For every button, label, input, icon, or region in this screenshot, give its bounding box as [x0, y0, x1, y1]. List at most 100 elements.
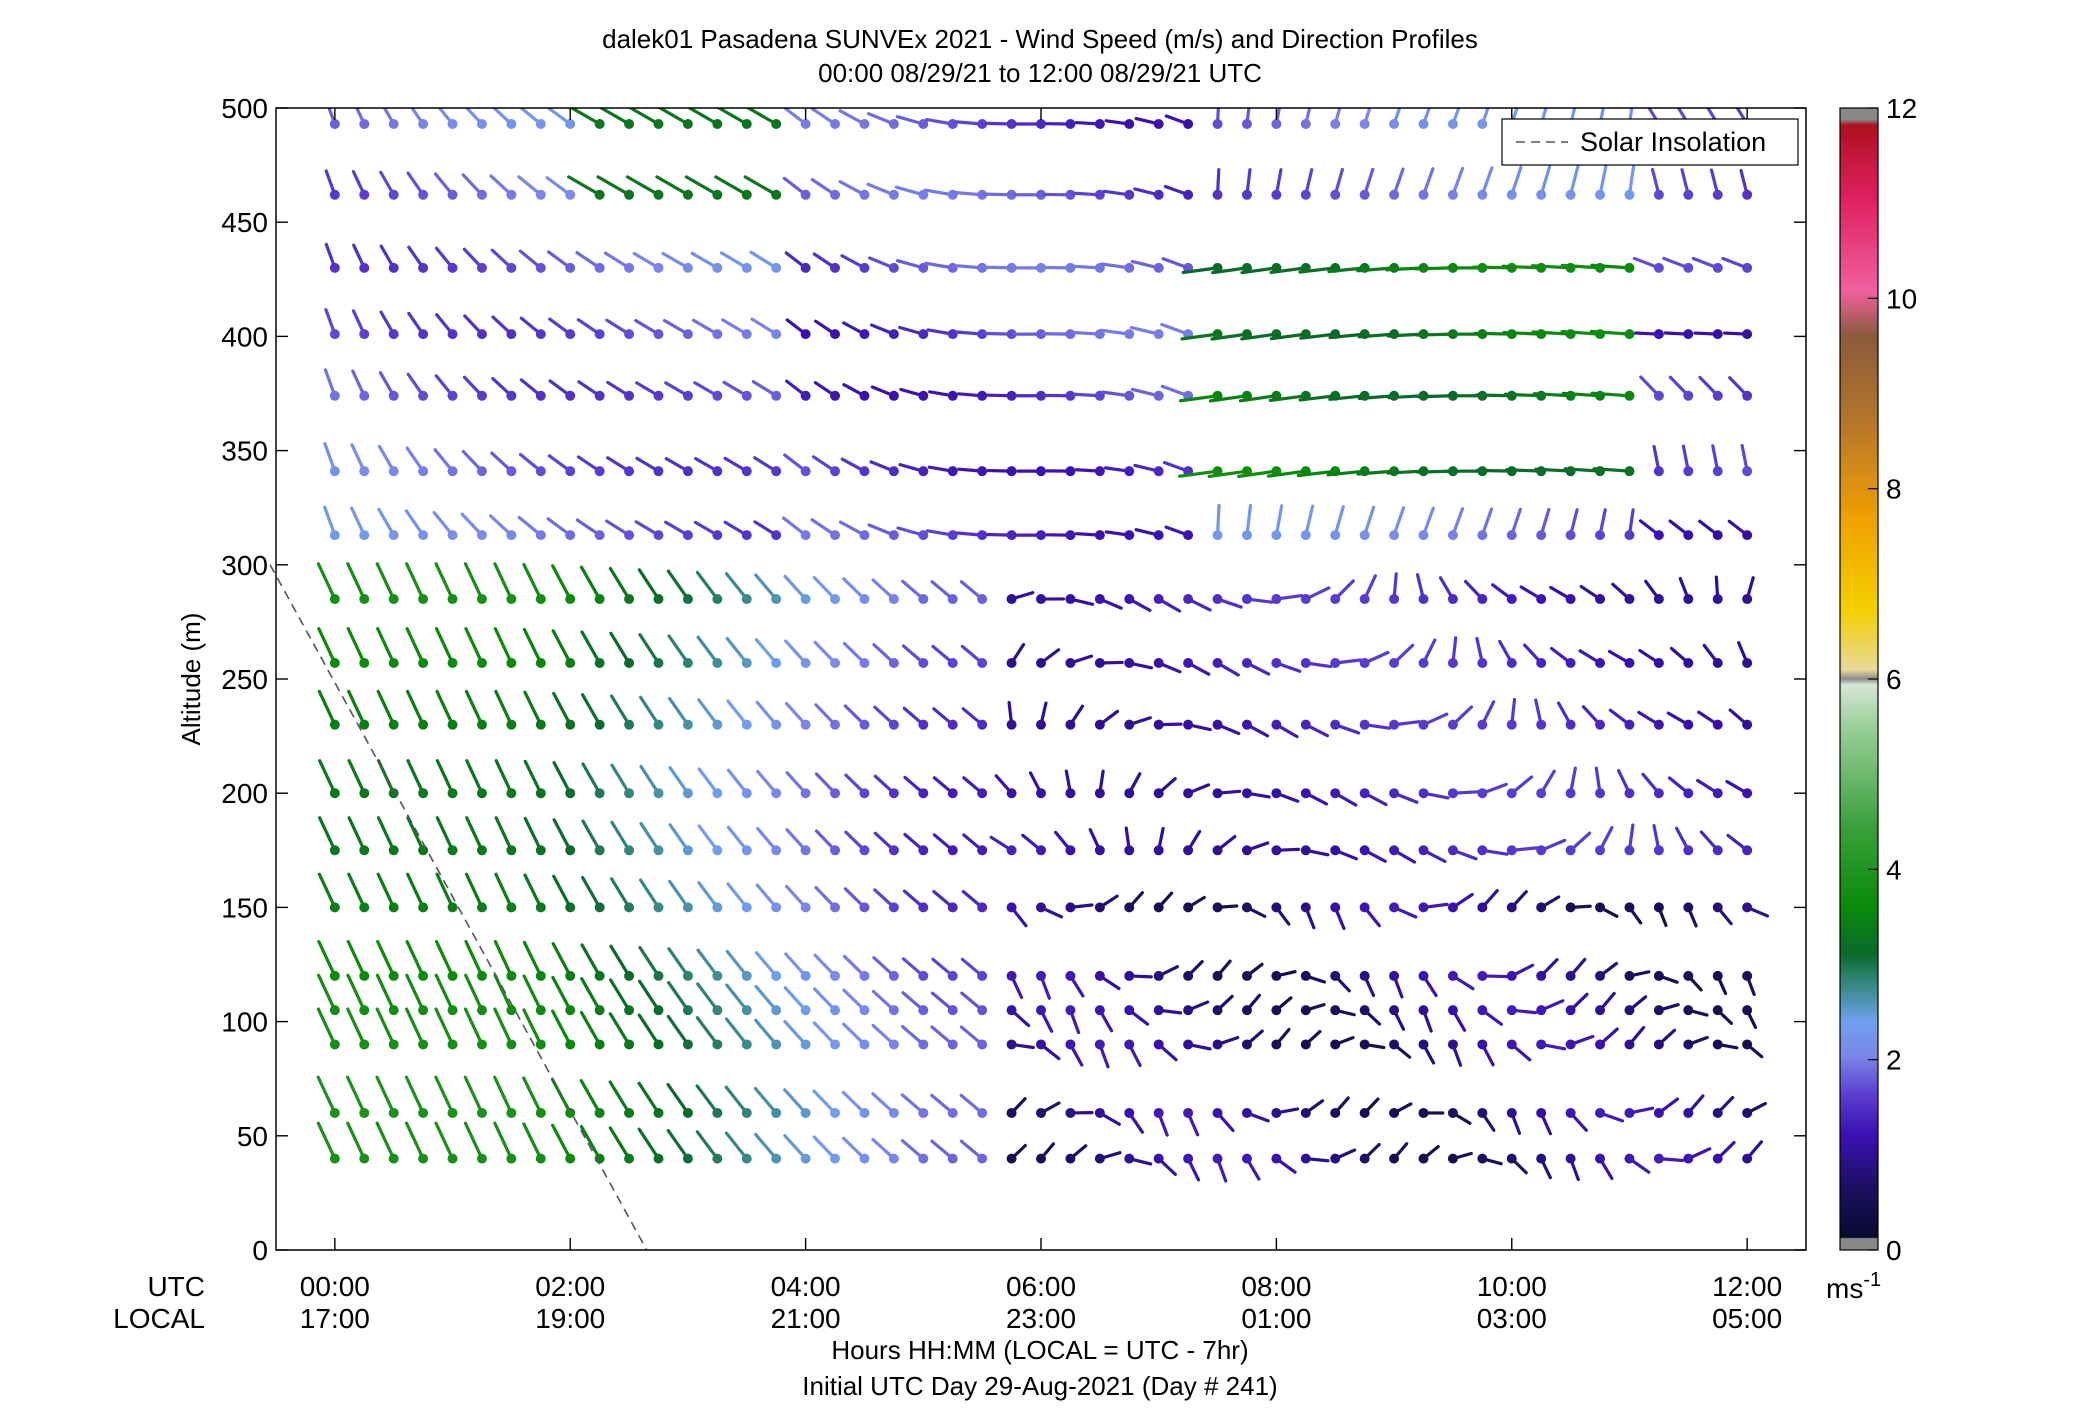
wind-barb-dot	[1389, 530, 1400, 541]
wind-barb-dot	[535, 189, 546, 200]
wind-barb-staff	[754, 951, 778, 978]
wind-barb-staff	[375, 1075, 396, 1115]
wind-barb-dot	[1624, 466, 1635, 477]
wind-barb-dot	[447, 1153, 458, 1164]
wind-barb-staff	[1328, 332, 1367, 340]
wind-barb-staff	[522, 974, 543, 1012]
wind-barb-dot	[888, 118, 899, 129]
wind-barb-dot	[1094, 466, 1105, 477]
wind-barb-staff	[581, 875, 602, 910]
wind-barb-staff	[1237, 469, 1278, 478]
wind-barb-dot	[1506, 1107, 1517, 1118]
wind-barb-staff	[638, 695, 661, 727]
wind-barb-dot	[1653, 189, 1664, 200]
wind-barb-staff	[697, 698, 719, 727]
wind-barb-staff	[494, 689, 513, 727]
wind-barb-dot	[1536, 1005, 1547, 1016]
wind-barb-dot	[1447, 658, 1458, 669]
wind-barb-dot	[1241, 1153, 1252, 1164]
wind-barb-dot	[830, 1005, 841, 1016]
wind-barb-dot	[888, 530, 899, 541]
colorbar-unit: ms-1	[1826, 1269, 1881, 1304]
wind-barb-dot	[535, 530, 546, 541]
wind-barb-dot	[682, 1039, 693, 1050]
wind-barb-staff	[1592, 467, 1632, 473]
wind-barb-staff	[1268, 394, 1308, 403]
wind-barb-dot	[1447, 1005, 1458, 1016]
wind-barb-dot	[1712, 466, 1723, 477]
wind-barb-dot	[741, 390, 752, 401]
wind-barb-dot	[624, 329, 635, 340]
wind-barb-staff	[783, 986, 808, 1012]
wind-barb-dot	[1683, 658, 1694, 669]
wind-barb-dot	[1212, 1039, 1223, 1050]
wind-barb-dot	[1241, 189, 1252, 200]
wind-barb-dot	[418, 118, 429, 129]
wind-barb-dot	[1094, 1039, 1105, 1050]
y-axis: 0 50 100 150 200 250 300 350 400 450 500	[221, 93, 1806, 1266]
wind-barb-dot	[565, 845, 576, 856]
wind-barb-dot	[1624, 594, 1635, 605]
wind-barb-dot	[388, 189, 399, 200]
wind-barb-dot	[1271, 530, 1282, 541]
wind-barb-dot	[1418, 1153, 1429, 1164]
wind-barb-staff	[1327, 266, 1367, 274]
wind-barb-dot	[1565, 1039, 1576, 1050]
wind-barb-dot	[1094, 1005, 1105, 1016]
wind-barb-dot	[1389, 1005, 1400, 1016]
wind-barb-dot	[447, 788, 458, 799]
wind-barb-dot	[1653, 262, 1664, 273]
wind-barb-staff	[1178, 469, 1220, 478]
wind-barb-dot	[1712, 390, 1723, 401]
wind-barb-dot	[1212, 530, 1223, 541]
wind-barb-staff	[523, 690, 543, 727]
wind-barb-dot	[476, 530, 487, 541]
wind-barb-dot	[1300, 1039, 1311, 1050]
wind-barb-dot	[447, 719, 458, 730]
wind-barb-staff	[522, 940, 543, 978]
wind-barb-dot	[565, 118, 576, 129]
wind-barb-dot	[712, 719, 723, 730]
wind-barb-dot	[359, 118, 370, 129]
wind-barb-staff	[434, 973, 455, 1012]
wind-barb-staff	[1269, 332, 1308, 341]
wind-barb-staff	[522, 1008, 543, 1047]
wind-barb-dot	[1477, 1153, 1488, 1164]
wind-barb-staff	[463, 1007, 484, 1047]
wind-barb-dot	[476, 658, 487, 669]
wind-barb-staff	[317, 689, 337, 727]
wind-barb-dot	[506, 1039, 517, 1050]
wind-barb-dot	[947, 1039, 958, 1050]
wind-barb-dot	[771, 1005, 782, 1016]
wind-barb-dot	[388, 1107, 399, 1118]
wind-barb-dot	[1712, 594, 1723, 605]
x-tick-label-local: 23:00	[1006, 1303, 1076, 1334]
wind-barb-dot	[1124, 329, 1135, 340]
wind-barb-dot	[565, 658, 576, 669]
wind-barb-staff	[668, 879, 690, 910]
wind-barb-dot	[1595, 1005, 1606, 1016]
wind-barb-dot	[1683, 1107, 1694, 1118]
wind-barb-dot	[1683, 970, 1694, 981]
wind-barb-dot	[1359, 530, 1370, 541]
wind-barb-dot	[888, 390, 899, 401]
wind-barb-dot	[1447, 1153, 1458, 1164]
wind-barb-dot	[1183, 719, 1194, 730]
wind-barb-dot	[830, 1153, 841, 1164]
wind-barb-dot	[771, 1153, 782, 1164]
wind-barb-staff	[464, 689, 484, 727]
wind-barb-staff	[1240, 332, 1278, 341]
wind-barb-dot	[800, 390, 811, 401]
wind-barb-dot	[624, 1107, 635, 1118]
wind-barb-dot	[800, 719, 811, 730]
wind-barb-dot	[359, 845, 370, 856]
wind-barb-dot	[1683, 1153, 1694, 1164]
wind-barb-dot	[1653, 1153, 1664, 1164]
wind-barb-dot	[977, 466, 988, 477]
wind-barb-dot	[388, 594, 399, 605]
wind-barb-dot	[1359, 118, 1370, 129]
wind-barb-dot	[1006, 1005, 1017, 1016]
wind-barb-staff	[493, 973, 513, 1012]
wind-barb-dot	[1153, 329, 1164, 340]
wind-barb-dot	[1653, 788, 1664, 799]
